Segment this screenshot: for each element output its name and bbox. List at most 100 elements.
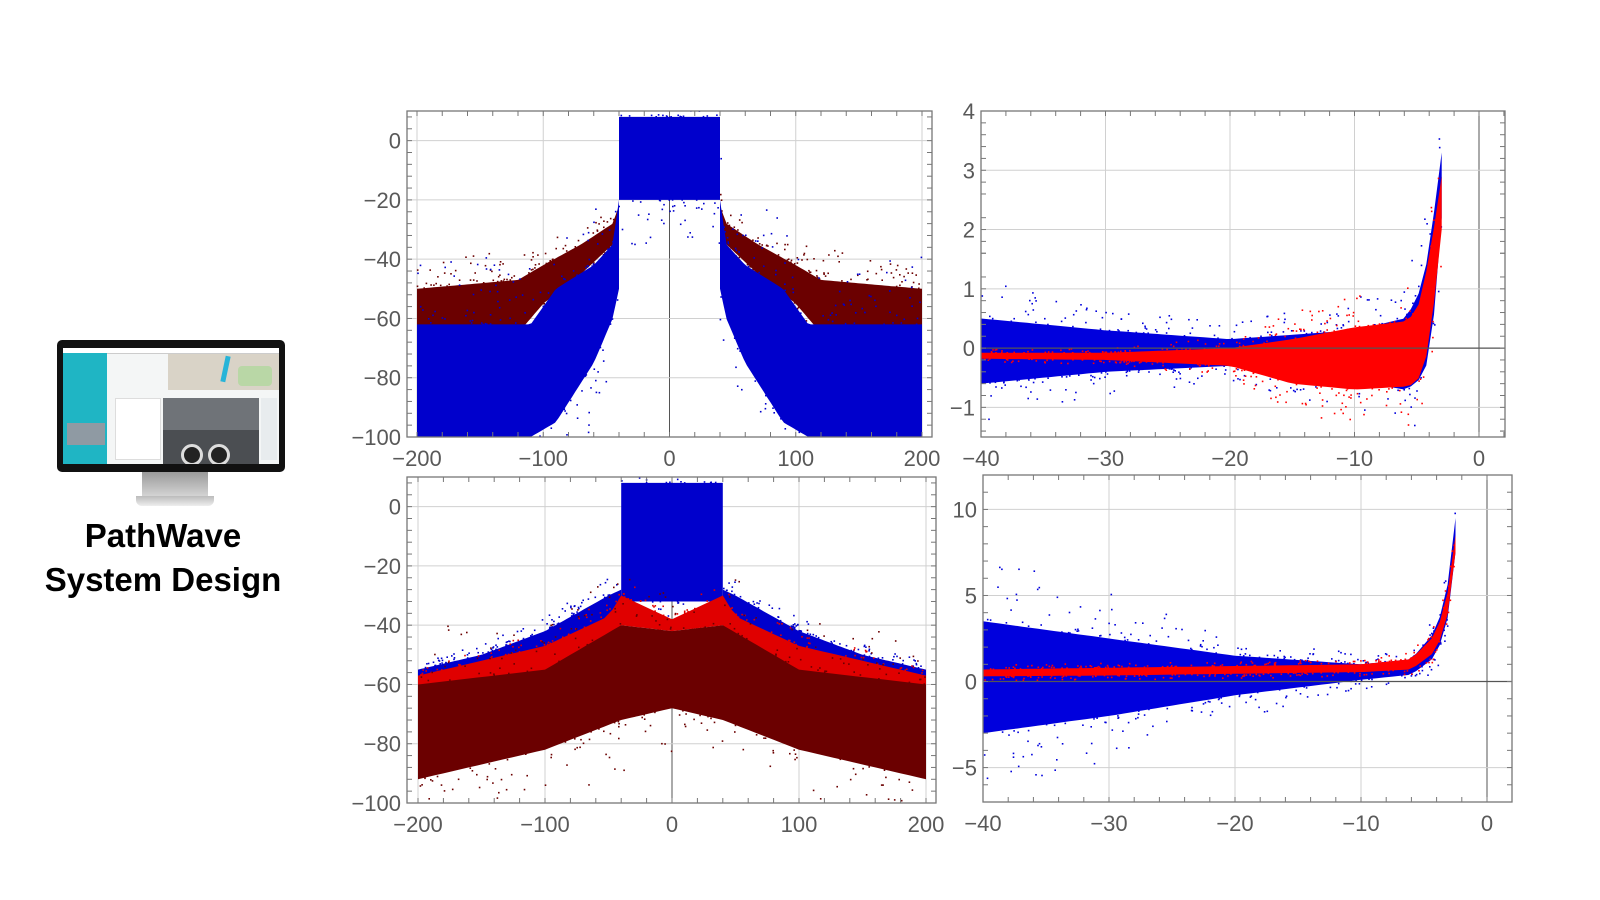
data-point xyxy=(1333,330,1335,332)
data-point xyxy=(603,596,606,599)
data-point xyxy=(1321,675,1323,678)
data-point xyxy=(777,254,780,256)
data-point xyxy=(988,418,990,421)
data-point xyxy=(1363,413,1365,416)
data-point xyxy=(742,234,744,237)
data-point xyxy=(1254,664,1257,667)
data-point xyxy=(907,809,909,811)
data-point xyxy=(1012,666,1015,668)
data-point xyxy=(871,637,874,640)
data-point xyxy=(684,725,687,728)
data-point xyxy=(796,262,799,264)
data-point xyxy=(859,674,862,676)
data-point xyxy=(733,337,736,339)
data-point xyxy=(1335,660,1337,663)
data-point xyxy=(427,679,430,682)
data-point xyxy=(866,270,869,273)
data-point xyxy=(1375,308,1377,311)
data-point xyxy=(543,642,545,644)
data-point xyxy=(1113,390,1116,392)
data-point xyxy=(595,208,597,210)
data-point xyxy=(863,459,865,461)
data-point xyxy=(1016,379,1019,382)
data-point xyxy=(1099,377,1101,380)
data-point xyxy=(1023,352,1025,354)
data-point xyxy=(442,261,445,264)
data-point xyxy=(1372,324,1375,326)
x-tick-label: −10 xyxy=(1336,446,1373,471)
data-point xyxy=(610,244,613,247)
data-point xyxy=(559,627,562,630)
data-point xyxy=(742,748,745,751)
data-point xyxy=(1263,342,1265,344)
data-point xyxy=(1413,651,1415,654)
data-point xyxy=(594,596,597,599)
data-point xyxy=(1090,726,1092,728)
data-point xyxy=(1074,678,1077,681)
data-point xyxy=(421,784,423,786)
data-point xyxy=(868,655,871,658)
data-point xyxy=(854,654,856,657)
data-point xyxy=(424,666,427,669)
data-point xyxy=(1140,361,1142,363)
data-point xyxy=(1128,747,1130,749)
data-point xyxy=(677,602,679,604)
data-point xyxy=(1309,661,1312,664)
data-point xyxy=(425,282,428,285)
data-point xyxy=(1199,643,1202,646)
data-point xyxy=(471,770,474,772)
data-point xyxy=(1379,660,1382,663)
data-point xyxy=(772,407,774,409)
data-point xyxy=(657,114,660,116)
data-point xyxy=(1434,651,1437,653)
data-point xyxy=(1427,639,1429,641)
data-point xyxy=(489,314,492,316)
data-point xyxy=(1092,382,1095,385)
data-point xyxy=(1151,363,1154,365)
data-point xyxy=(809,633,812,636)
data-point xyxy=(825,670,828,673)
data-point xyxy=(850,649,852,652)
data-point xyxy=(1426,223,1428,225)
data-point xyxy=(599,346,602,349)
data-point xyxy=(984,679,986,681)
data-point xyxy=(1432,633,1434,636)
data-point xyxy=(1001,296,1003,298)
data-point xyxy=(508,640,510,642)
data-point xyxy=(1067,631,1070,634)
data-point xyxy=(470,262,472,265)
data-point xyxy=(489,323,492,325)
data-point xyxy=(1217,698,1220,701)
series-band xyxy=(720,205,922,334)
x-tick-label: −40 xyxy=(964,811,1001,836)
data-point xyxy=(1156,361,1159,364)
data-point xyxy=(1081,359,1084,361)
x-tick-label: −30 xyxy=(1087,446,1124,471)
data-point xyxy=(585,374,588,376)
data-point xyxy=(707,103,709,105)
data-point xyxy=(1166,707,1169,710)
data-point xyxy=(721,210,723,212)
data-point xyxy=(1385,653,1388,656)
data-point xyxy=(755,617,757,619)
data-point xyxy=(593,221,595,224)
data-point xyxy=(564,278,566,281)
data-point xyxy=(520,630,523,632)
data-point xyxy=(602,594,605,596)
data-point xyxy=(671,199,674,201)
data-point xyxy=(1274,334,1277,336)
data-point xyxy=(598,728,600,730)
data-point xyxy=(683,201,685,204)
data-point xyxy=(1021,621,1024,624)
data-point xyxy=(465,440,467,442)
data-point xyxy=(1169,677,1172,679)
data-point xyxy=(549,626,551,629)
data-point xyxy=(480,322,483,324)
data-point xyxy=(1430,245,1432,248)
data-point xyxy=(1114,361,1117,363)
data-point xyxy=(622,603,624,605)
data-point xyxy=(550,753,553,756)
data-point xyxy=(1447,611,1450,614)
data-point xyxy=(1138,362,1141,364)
data-point xyxy=(806,646,808,649)
